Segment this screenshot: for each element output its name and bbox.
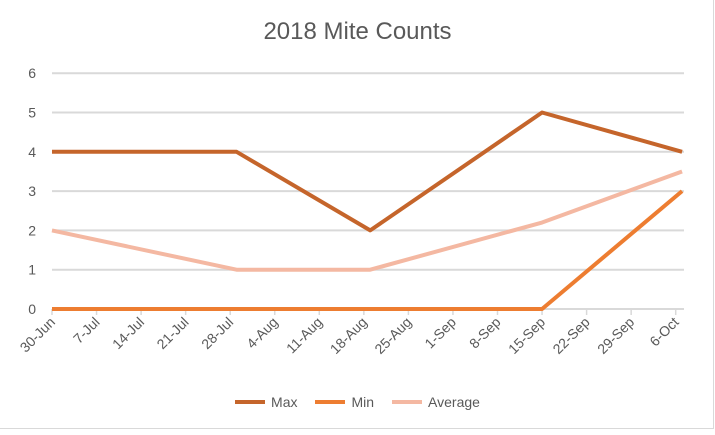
legend-item-min: Min (315, 394, 374, 410)
x-tick-label: 7-Jul (70, 314, 103, 347)
legend-label: Average (428, 394, 480, 410)
x-tick-label: 8-Sep (466, 314, 504, 352)
legend: Max Min Average (0, 394, 715, 410)
x-tick-label: 22-Sep (549, 314, 592, 357)
chart-title: 2018 Mite Counts (263, 18, 452, 45)
series-line-average (51, 169, 683, 272)
x-tick-label: 14-Jul (109, 314, 147, 352)
x-tick-label: 1-Sep (421, 314, 459, 352)
x-tick-label: 21-Jul (153, 314, 191, 352)
legend-item-average: Average (392, 394, 480, 410)
x-tick-label: 11-Aug (283, 314, 326, 357)
x-tick-label: 6-Oct (646, 314, 682, 350)
legend-swatch (392, 400, 423, 404)
legend-item-max: Max (235, 394, 297, 410)
y-tick-label: 3 (28, 183, 36, 199)
y-tick-label: 6 (28, 65, 36, 81)
y-tick-label: 0 (28, 301, 36, 317)
y-tick-label: 1 (28, 262, 36, 278)
series-line-max (52, 110, 683, 233)
x-tick-label: 18-Aug (327, 314, 370, 357)
x-tick-label: 25-Aug (371, 314, 414, 357)
legend-swatch (315, 400, 346, 404)
y-tick-label: 2 (28, 222, 36, 238)
legend-label: Max (271, 394, 298, 410)
y-tick-label: 4 (28, 144, 36, 160)
legend-swatch (235, 400, 266, 404)
x-tick-label: 4-Aug (243, 314, 281, 352)
x-tick-label: 15-Sep (505, 314, 548, 357)
x-tick-label: 28-Jul (198, 314, 236, 352)
legend-label: Min (351, 394, 375, 410)
x-tick-label: 29-Sep (594, 314, 637, 357)
x-tick-label: 30-Jun (17, 314, 59, 356)
y-tick-label: 5 (28, 105, 36, 121)
